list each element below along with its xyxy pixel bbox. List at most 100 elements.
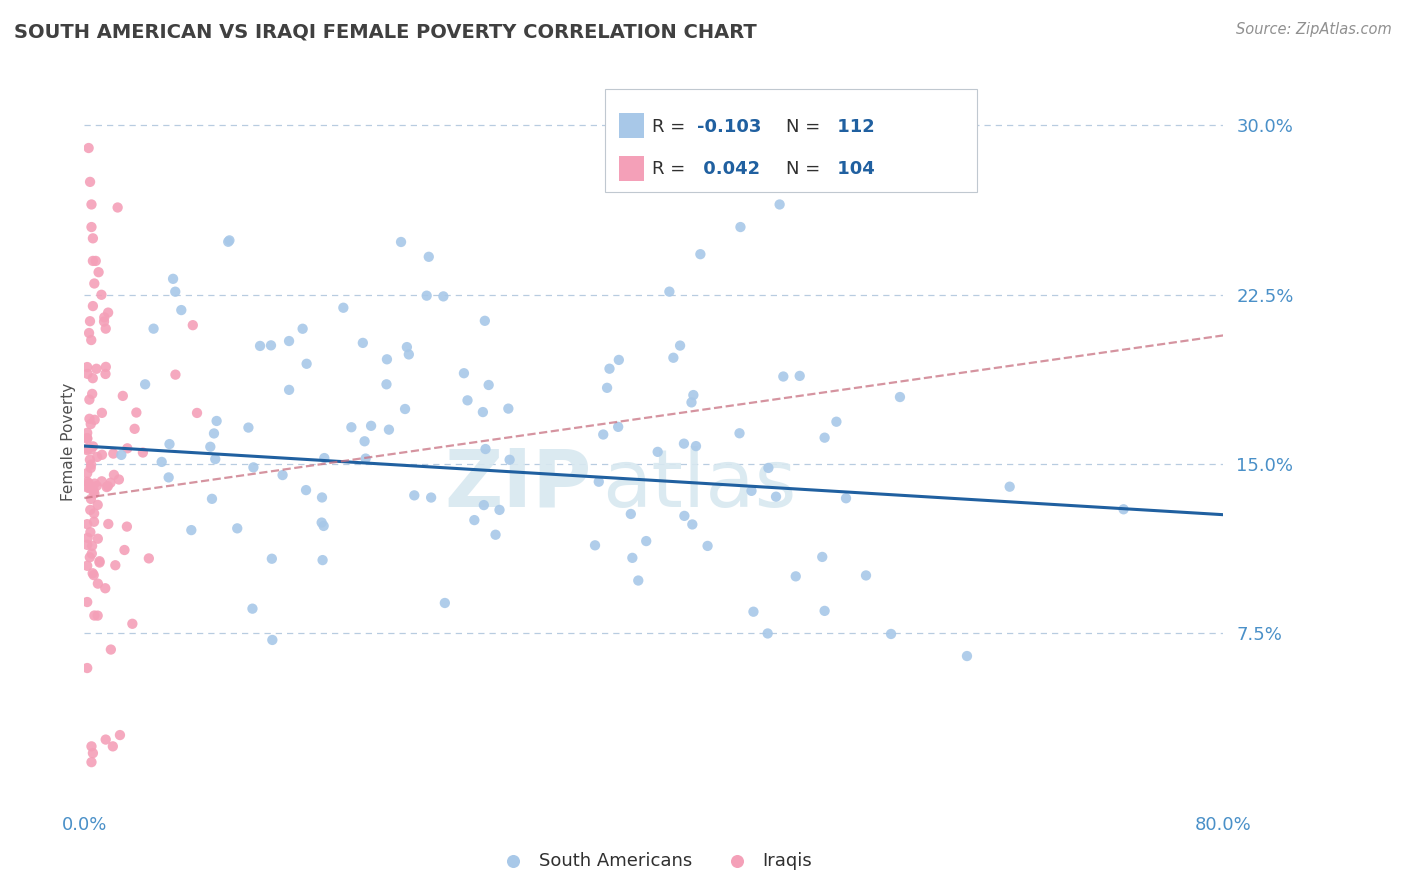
Point: [353, 434, 375, 449]
Point: [756, 626, 779, 640]
Point: [758, 461, 780, 475]
Point: [249, 339, 271, 353]
Point: [1112, 502, 1135, 516]
Point: [94, 732, 117, 747]
Legend: South Americans, Iraqis: South Americans, Iraqis: [488, 845, 820, 877]
Point: [90, 475, 112, 489]
Point: [83, 515, 105, 529]
Point: [186, 406, 208, 420]
Text: R =: R =: [652, 161, 692, 178]
Point: [132, 445, 155, 459]
Point: [583, 538, 606, 552]
Point: [201, 491, 224, 506]
Text: atlas: atlas: [603, 446, 797, 524]
Point: [418, 250, 440, 264]
Point: [82, 439, 104, 453]
Point: [389, 235, 412, 249]
Point: [90, 406, 112, 420]
Point: [433, 596, 456, 610]
Point: [101, 739, 124, 754]
Point: [998, 480, 1021, 494]
Point: [394, 402, 416, 417]
Point: [80, 333, 103, 347]
Text: Source: ZipAtlas.com: Source: ZipAtlas.com: [1236, 22, 1392, 37]
Point: [76, 661, 98, 675]
Point: [76, 466, 98, 480]
Point: [696, 539, 718, 553]
Point: [93, 310, 115, 325]
Point: [100, 475, 122, 490]
Point: [142, 321, 165, 335]
Point: [80, 755, 103, 769]
Point: [115, 519, 138, 533]
Point: [658, 285, 681, 299]
Point: [86, 479, 108, 493]
Point: [375, 352, 398, 367]
Point: [80, 458, 103, 472]
Point: [814, 431, 837, 445]
Point: [291, 322, 314, 336]
Point: [202, 426, 225, 441]
Point: [728, 426, 751, 441]
Point: [79, 503, 101, 517]
Point: [200, 440, 222, 454]
Point: [80, 417, 103, 431]
Point: [83, 568, 105, 582]
Point: [278, 334, 301, 348]
Point: [238, 420, 260, 434]
Point: [474, 442, 496, 456]
Point: [681, 517, 703, 532]
Text: R =: R =: [652, 118, 692, 136]
Point: [685, 439, 707, 453]
Point: [76, 431, 98, 445]
Point: [260, 338, 283, 352]
Point: [91, 448, 114, 462]
Point: [855, 568, 877, 582]
Point: [108, 728, 131, 742]
Point: [181, 318, 204, 333]
Point: [217, 235, 239, 249]
Point: [478, 378, 501, 392]
Point: [76, 480, 98, 494]
Point: [592, 427, 614, 442]
Point: [76, 517, 98, 532]
Point: [311, 491, 333, 505]
Point: [157, 470, 180, 484]
Point: [84, 253, 107, 268]
Point: [87, 576, 110, 591]
Y-axis label: Female Poverty: Female Poverty: [60, 383, 76, 500]
Point: [77, 141, 100, 155]
Text: ZIP: ZIP: [444, 446, 591, 524]
Point: [79, 481, 101, 495]
Point: [278, 383, 301, 397]
Point: [354, 451, 377, 466]
Point: [83, 608, 105, 623]
Point: [110, 448, 132, 462]
Point: [768, 197, 790, 211]
Point: [420, 491, 443, 505]
Point: [620, 507, 643, 521]
Point: [621, 550, 644, 565]
Point: [242, 601, 264, 615]
Point: [180, 523, 202, 537]
Point: [82, 539, 104, 553]
Point: [669, 338, 692, 352]
Point: [80, 491, 103, 506]
Point: [242, 460, 264, 475]
Point: [636, 534, 658, 549]
Point: [165, 285, 187, 299]
Point: [404, 488, 426, 502]
Point: [117, 442, 139, 456]
Point: [80, 739, 103, 754]
Point: [97, 516, 120, 531]
Point: [311, 553, 333, 567]
Point: [76, 475, 98, 489]
Point: [226, 521, 249, 535]
Point: [672, 436, 695, 450]
Point: [76, 425, 98, 440]
Point: [103, 467, 125, 482]
Point: [689, 247, 711, 261]
Point: [103, 447, 125, 461]
Point: [880, 627, 903, 641]
Point: [395, 340, 418, 354]
